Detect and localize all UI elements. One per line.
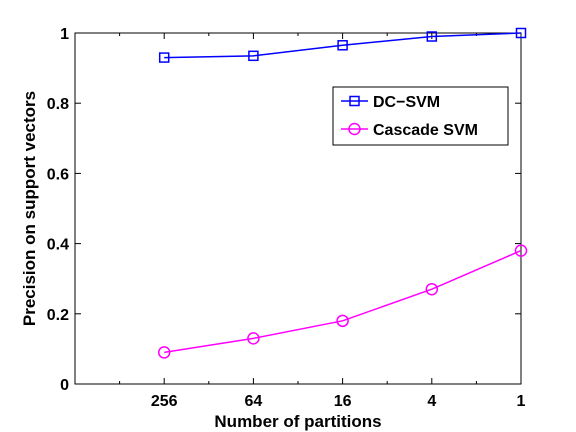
plot-area: [74, 32, 522, 385]
legend-label-cascade-svm: Cascade SVM: [373, 122, 478, 139]
legend-label-dc-svm: DC−SVM: [373, 94, 440, 111]
y-tick-label: 0.2: [47, 307, 69, 324]
y-tick-label: 1: [60, 26, 69, 43]
y-tick-label: 0.8: [47, 96, 69, 113]
series-line-cascade-svm: [164, 249, 522, 354]
series-line-dc-svm: [164, 32, 522, 59]
data-point-dc-svm: [426, 31, 438, 42]
y-tick-label: 0.4: [47, 237, 69, 254]
data-point-cascade-svm: [336, 314, 349, 328]
legend-marker-cascade-svm: [348, 122, 361, 136]
x-axis-label: Number of partitions: [214, 412, 381, 431]
data-point-dc-svm: [337, 40, 348, 51]
x-tick-label: 256: [151, 393, 178, 410]
data-point-cascade-svm: [157, 346, 171, 359]
data-point-dc-svm: [515, 27, 527, 39]
data-point-cascade-svm: [247, 332, 260, 345]
y-tick-label: 0: [60, 377, 69, 394]
data-point-cascade-svm: [514, 244, 528, 257]
y-axis-label: Precision on support vectors: [20, 91, 39, 326]
legend-box: [332, 86, 509, 146]
legend: DC−SVM Cascade SVM: [332, 86, 509, 146]
legend-marker-dc-svm: [349, 95, 360, 107]
data-point-cascade-svm: [425, 282, 439, 296]
x-tick-label: 1: [517, 393, 526, 410]
data-point-dc-svm: [158, 52, 170, 63]
x-tick-label: 64: [245, 393, 263, 410]
y-axis: 0 0.2 0.4 0.6 0.8 1: [47, 26, 521, 394]
x-tick-label: 4: [427, 393, 436, 410]
x-tick-label: 16: [334, 393, 352, 410]
series-layer: [157, 27, 528, 359]
data-point-dc-svm: [248, 50, 259, 62]
y-tick-label: 0.6: [47, 166, 69, 183]
